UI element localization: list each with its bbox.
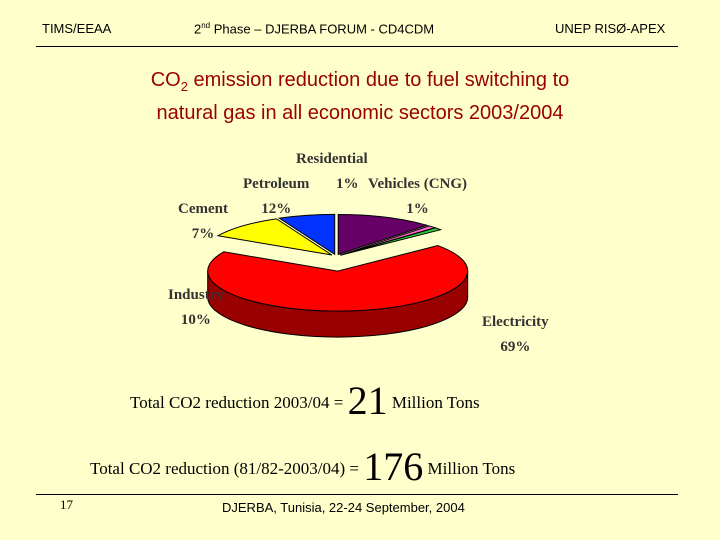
header-center: 2nd Phase – DJERBA FORUM - CD4CDM [194, 21, 434, 36]
footer-text: DJERBA, Tunisia, 22-24 September, 2004 [222, 500, 465, 515]
label-petroleum-name: Petroleum [243, 176, 310, 192]
header-center-sup: nd [201, 21, 211, 30]
label-petroleum: Petroleum 12% [243, 172, 309, 222]
total-cumulative-value: 176 [363, 444, 424, 489]
total-2003-04-unit: Million Tons [387, 393, 480, 412]
title-sub-2: 2 [180, 79, 188, 94]
pie-slice-electricity [207, 245, 469, 312]
footer-rule [36, 494, 678, 495]
pie-slice-petroleum [337, 213, 429, 256]
label-electricity-pct: 69% [500, 339, 531, 355]
label-residential-name: Residential [296, 151, 368, 167]
header-right: UNEP RISØ-APEX [555, 21, 666, 36]
label-vehicles-pct: 1% [406, 201, 429, 217]
label-vehicles-name: Vehicles (CNG) [368, 176, 468, 192]
title-co: CO [150, 69, 181, 91]
total-2003-04-text: Total CO2 reduction 2003/04 = [130, 393, 348, 412]
title-line-1-rest: emission reduction due to fuel switching… [187, 69, 570, 91]
total-cumulative-unit: Million Tons [423, 459, 516, 478]
label-industry-name: Industry [168, 287, 224, 303]
title-line-2: natural gas in all economic sectors 2003… [156, 102, 564, 124]
slide-title: CO2 emission reduction due to fuel switc… [40, 67, 680, 126]
label-vehicles: Vehicles (CNG) 1% [368, 172, 467, 222]
label-residential: Residential [296, 147, 368, 172]
header-center-text: Phase – DJERBA FORUM - CD4CDM [210, 21, 435, 37]
label-petroleum-pct: 12% [261, 201, 292, 217]
label-residential-pct: 1% [336, 176, 359, 192]
total-cumulative: Total CO2 reduction (81/82-2003/04) = 17… [90, 443, 515, 490]
header-left: TIMS/EEAA [42, 21, 112, 36]
header-rule [36, 46, 678, 47]
pie-slice-industry [216, 218, 333, 256]
label-electricity-name: Electricity [482, 314, 549, 330]
label-electricity: Electricity 69% [482, 310, 549, 360]
label-cement: Cement 7% [178, 197, 228, 247]
pie-tops [207, 213, 469, 312]
label-cement-pct: 7% [191, 226, 215, 242]
label-industry-pct: 10% [180, 312, 211, 328]
pie-slice-cement [277, 213, 336, 256]
label-residential-pct-box: 1% [336, 172, 359, 197]
total-cumulative-text: Total CO2 reduction (81/82-2003/04) = [90, 459, 364, 478]
header-center-num: 2 [194, 21, 202, 37]
total-2003-04: Total CO2 reduction 2003/04 = 21 Million… [130, 377, 480, 424]
label-industry: Industry 10% [168, 283, 224, 333]
label-cement-name: Cement [178, 201, 228, 217]
total-2003-04-value: 21 [347, 378, 388, 423]
title-line-1: CO2 emission reduction due to fuel switc… [40, 67, 680, 100]
pie-slice-vehicles-cng [340, 227, 443, 256]
page-number: 17 [60, 497, 73, 512]
